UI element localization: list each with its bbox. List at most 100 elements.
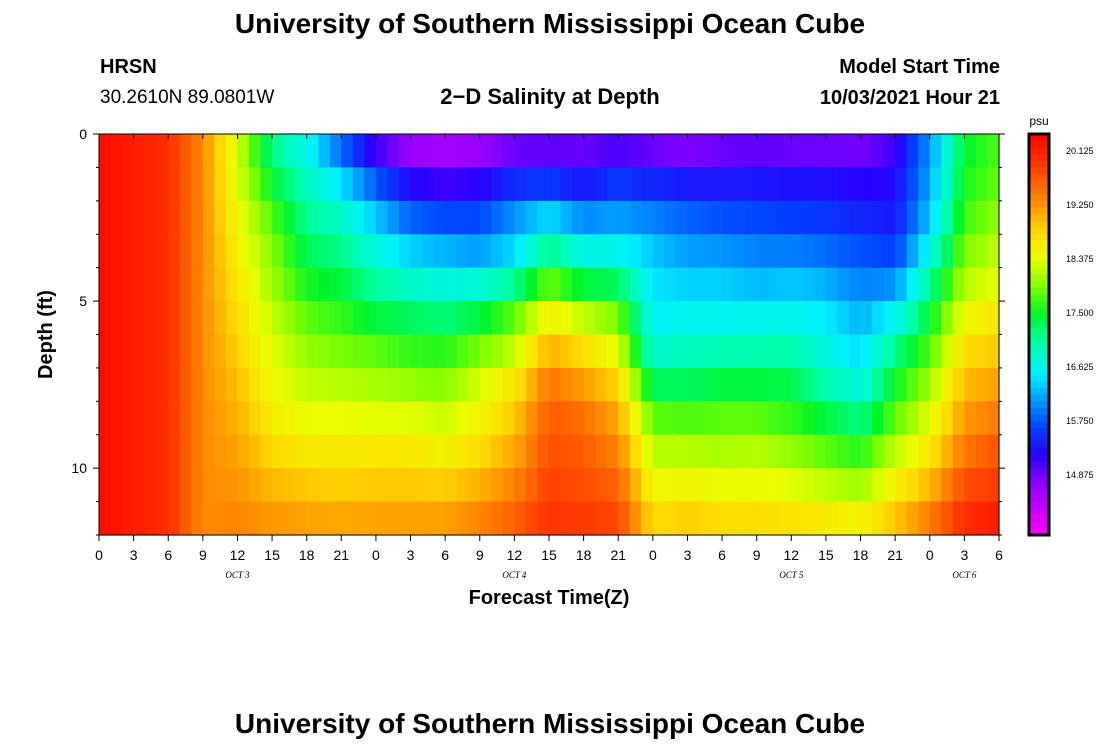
- colorbar-swatch: [1029, 481, 1049, 489]
- colorbar-swatch: [1029, 307, 1049, 316]
- heatmap-cell: [202, 267, 215, 302]
- heatmap-cell: [895, 200, 908, 235]
- heatmap-cell: [352, 468, 365, 503]
- heatmap-cell: [975, 301, 989, 336]
- heatmap-cell: [410, 434, 423, 469]
- heatmap-cell: [872, 301, 885, 336]
- heatmap-cell: [237, 200, 250, 235]
- heatmap-cell: [468, 468, 481, 503]
- heatmap-cell: [595, 200, 608, 235]
- colorbar-swatch: [1029, 528, 1049, 536]
- heatmap-cell: [895, 468, 908, 503]
- heatmap-cell: [572, 401, 585, 436]
- heatmap-cell: [272, 501, 285, 536]
- heatmap-cell: [583, 334, 596, 369]
- colorbar-swatch: [1029, 287, 1049, 295]
- heatmap-cell: [410, 501, 423, 536]
- heatmap-cell: [179, 167, 192, 202]
- heatmap-cell: [549, 267, 562, 302]
- heatmap-cell: [768, 401, 781, 436]
- heatmap-cell: [745, 367, 758, 402]
- heatmap-cell: [514, 267, 527, 302]
- heatmap-cell: [733, 367, 746, 402]
- heatmap-cell: [329, 234, 342, 269]
- heatmap-cell: [99, 468, 112, 503]
- heatmap-cell: [756, 167, 769, 202]
- heatmap-cell: [975, 134, 989, 169]
- heatmap-cell: [733, 434, 746, 469]
- heatmap-cell: [791, 367, 804, 402]
- heatmap-cell: [652, 301, 665, 336]
- colorbar-swatch: [1029, 200, 1049, 209]
- heatmap-cell: [849, 334, 862, 369]
- heatmap-cell: [168, 167, 181, 202]
- heatmap-cell: [249, 334, 262, 369]
- heatmap-cell: [479, 434, 492, 469]
- heatmap-cell: [456, 401, 469, 436]
- heatmap-cell: [849, 468, 862, 503]
- heatmap-cell: [260, 234, 273, 269]
- heatmap-cell: [341, 134, 354, 169]
- heatmap-cell: [433, 167, 446, 202]
- heatmap-cell: [122, 301, 135, 336]
- heatmap-cell: [929, 367, 942, 402]
- heatmap-cell: [595, 267, 608, 302]
- heatmap-cell: [572, 301, 585, 336]
- colorbar: [1029, 134, 1049, 536]
- heatmap-cell: [329, 200, 342, 235]
- heatmap-cell: [756, 434, 769, 469]
- heatmap-cell: [249, 234, 262, 269]
- heatmap-cell: [549, 501, 562, 536]
- heatmap-cell: [641, 468, 654, 503]
- heatmap-cell: [214, 501, 227, 536]
- heatmap-cell: [525, 367, 539, 402]
- heatmap-cell: [318, 267, 331, 302]
- heatmap-cell: [445, 367, 458, 402]
- heatmap-cell: [837, 334, 850, 369]
- colorbar-swatch: [1029, 194, 1049, 202]
- heatmap-cell: [814, 501, 827, 536]
- colorbar-swatch: [1029, 140, 1049, 148]
- heatmap-cell: [110, 134, 123, 169]
- heatmap-cell: [652, 334, 665, 369]
- heatmap-cell: [675, 434, 689, 469]
- heatmap-cell: [133, 301, 146, 336]
- heatmap-cell: [122, 167, 135, 202]
- colorbar-swatch: [1029, 394, 1049, 402]
- colorbar-swatch: [1029, 160, 1049, 169]
- heatmap-cell: [399, 267, 412, 302]
- colorbar-swatch: [1029, 167, 1049, 175]
- heatmap-cell: [179, 301, 192, 336]
- x-date-label: OCT 4: [502, 570, 527, 580]
- heatmap-cell: [295, 468, 308, 503]
- heatmap-cell: [802, 200, 815, 235]
- heatmap-cell: [237, 434, 250, 469]
- heatmap-cell: [525, 401, 539, 436]
- heatmap-cell: [237, 134, 250, 169]
- heatmap-cell: [525, 134, 539, 169]
- heatmap-cell: [964, 334, 977, 369]
- heatmap-cell: [191, 267, 204, 302]
- heatmap-cell: [202, 434, 215, 469]
- heatmap-cell: [179, 334, 192, 369]
- heatmap-cell: [110, 334, 123, 369]
- heatmap-cell: [952, 267, 965, 302]
- heatmap-cell: [214, 468, 227, 503]
- heatmap-cell: [249, 134, 262, 169]
- heatmap-cell: [168, 301, 181, 336]
- heatmap-cell: [249, 401, 262, 436]
- heatmap-cell: [814, 267, 827, 302]
- colorbar-swatch: [1029, 147, 1049, 155]
- heatmap-cell: [422, 434, 435, 469]
- heatmap-cell: [272, 301, 285, 336]
- heatmap-cell: [272, 434, 285, 469]
- x-tick-label: 15: [818, 547, 834, 563]
- heatmap-cell: [710, 301, 723, 336]
- heatmap-cell: [122, 501, 135, 536]
- heatmap-cell: [722, 134, 735, 169]
- heatmap-cell: [225, 468, 239, 503]
- heatmap-cell: [525, 301, 539, 336]
- heatmap-cell: [560, 501, 573, 536]
- heatmap-cell: [306, 167, 319, 202]
- heatmap-cell: [168, 501, 181, 536]
